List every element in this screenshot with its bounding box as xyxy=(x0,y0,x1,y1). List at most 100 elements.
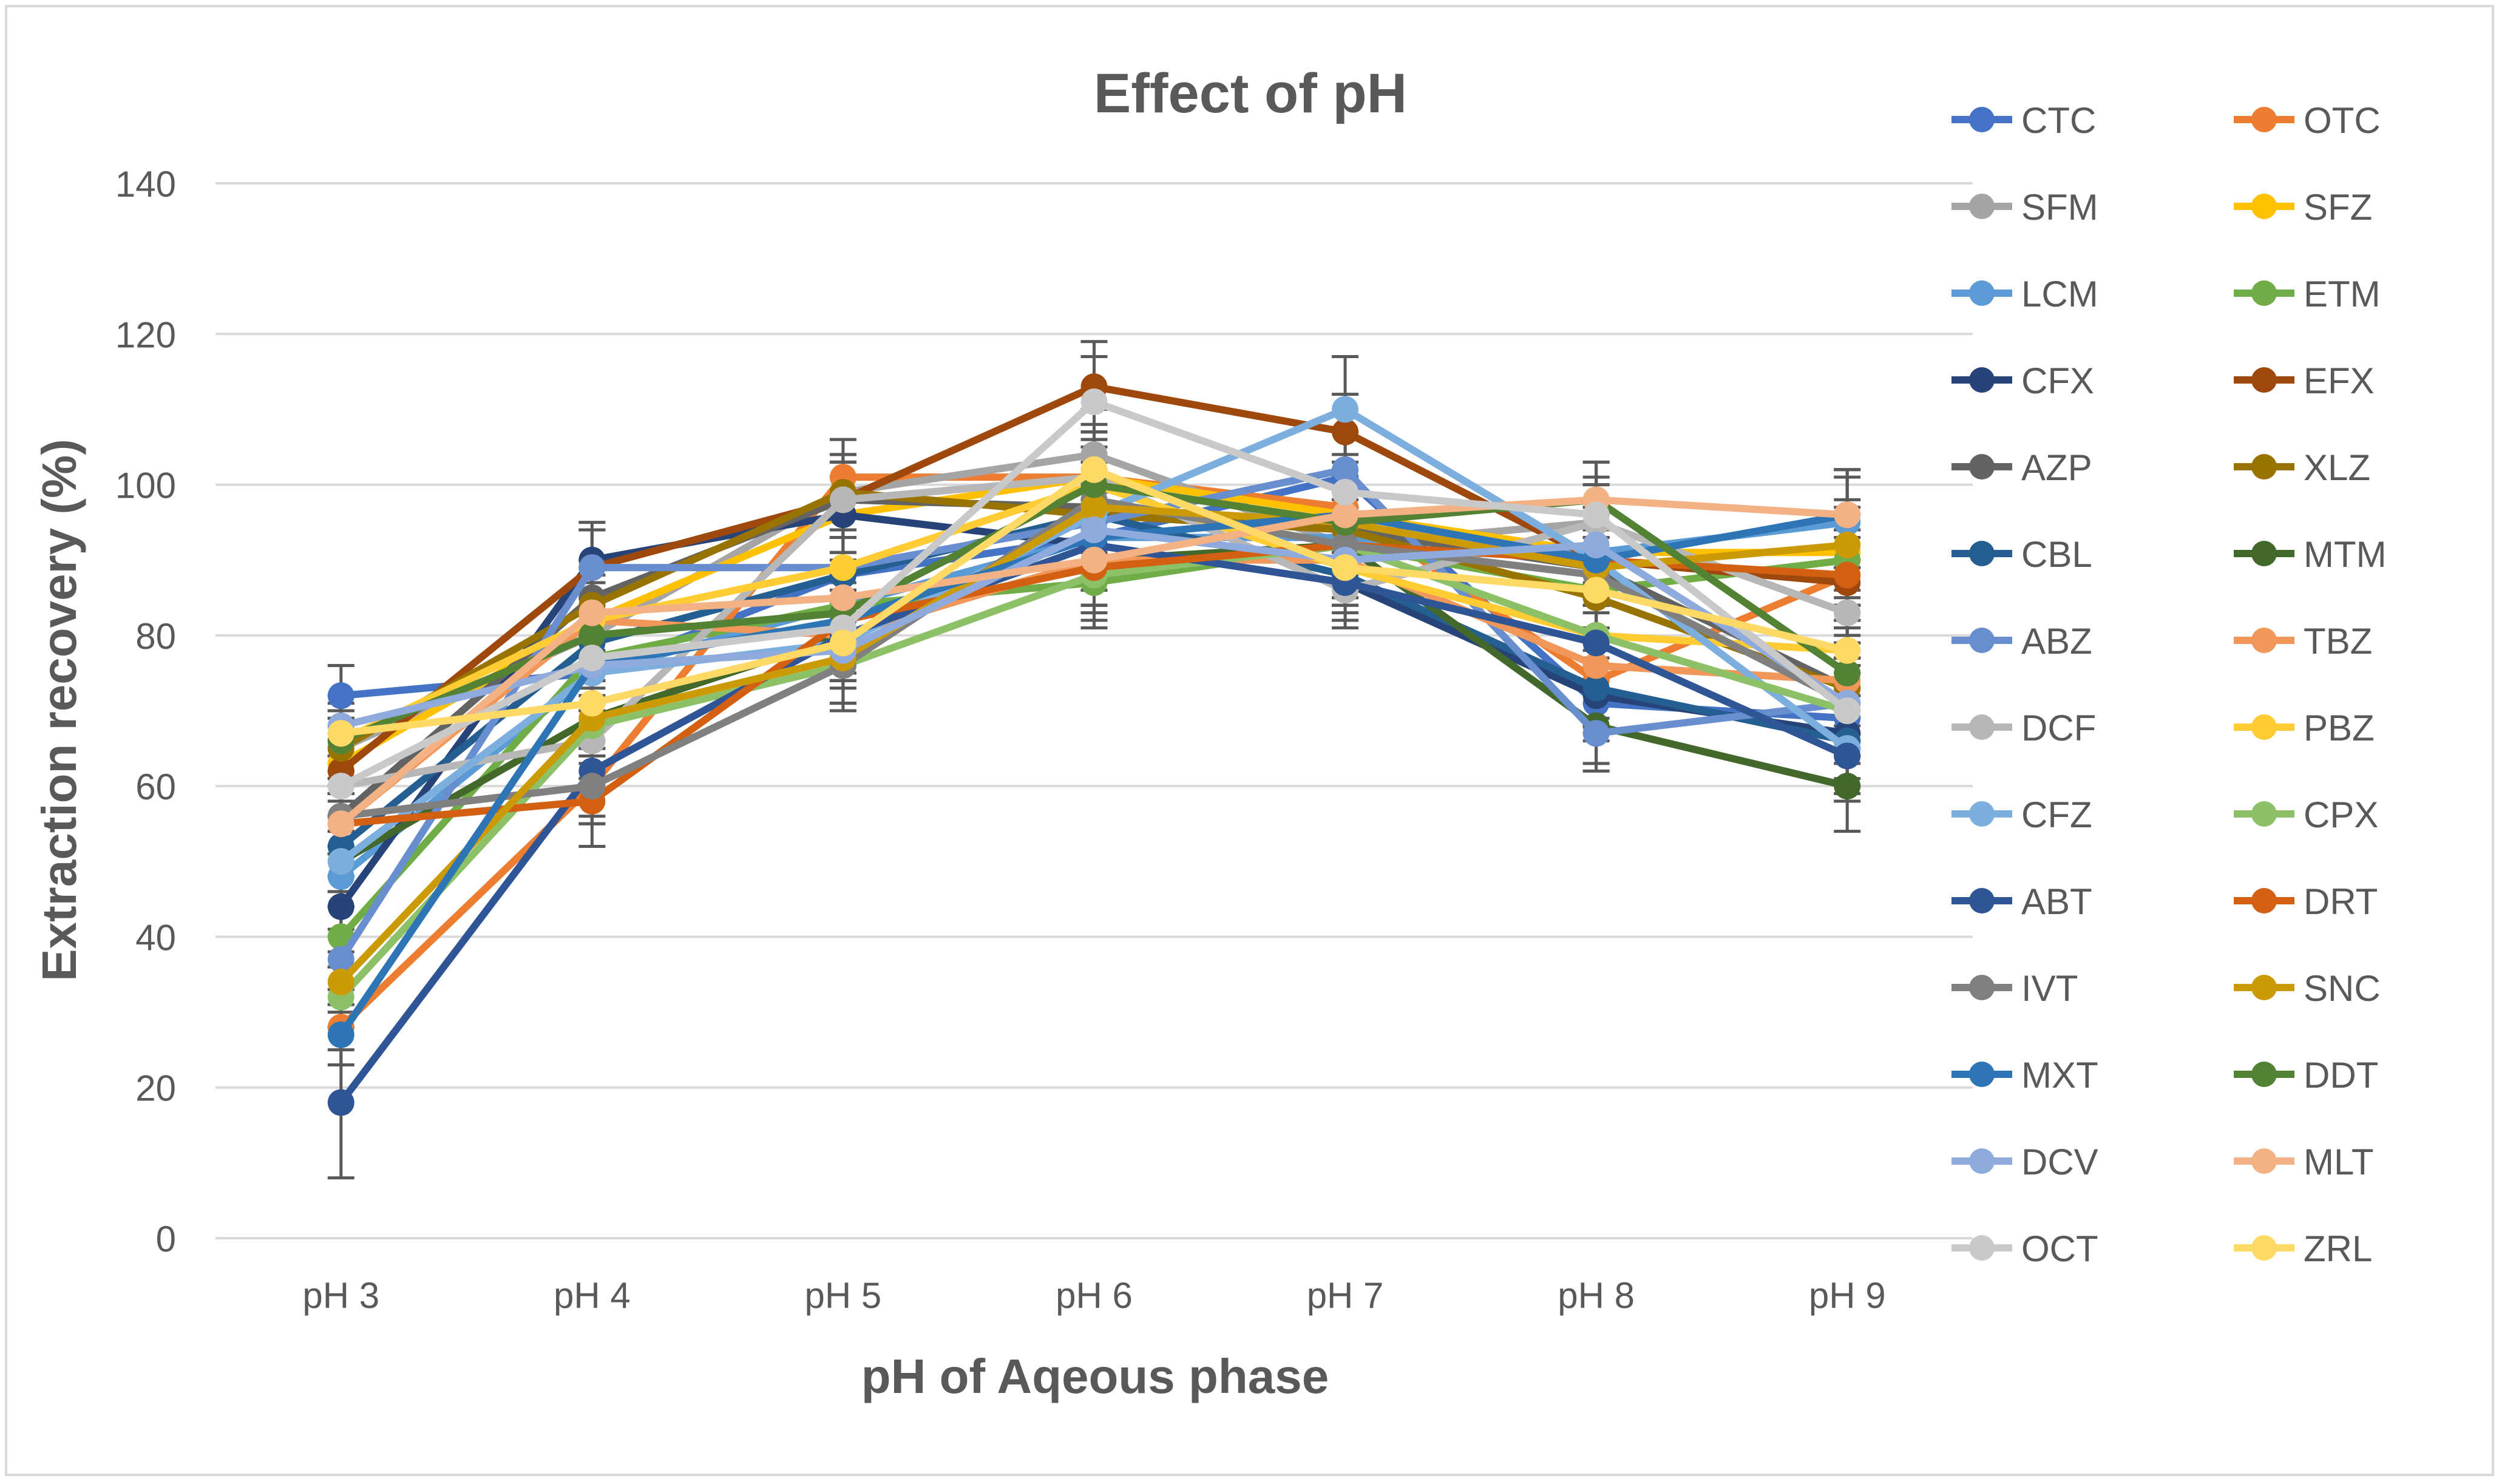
legend-marker xyxy=(1969,1235,1995,1261)
data-point xyxy=(1582,629,1610,657)
y-tick-label: 100 xyxy=(115,466,176,506)
data-point xyxy=(327,946,354,973)
legend-entry: ETM xyxy=(2234,274,2381,314)
y-tick-label: 140 xyxy=(115,164,176,205)
legend-marker xyxy=(1969,454,1995,479)
legend-marker xyxy=(1969,714,1995,740)
x-tick-label: pH 4 xyxy=(554,1275,631,1316)
legend-label: LCM xyxy=(2021,274,2098,314)
data-point xyxy=(578,689,606,717)
y-tick-label: 20 xyxy=(135,1068,176,1109)
legend-entry: ZRL xyxy=(2234,1228,2372,1269)
legend-entry: DDT xyxy=(2234,1055,2378,1096)
legend-label: ABT xyxy=(2021,881,2092,922)
legend-marker xyxy=(1969,628,1995,653)
legend-marker xyxy=(2251,1235,2277,1261)
x-tick-label: pH 5 xyxy=(805,1275,882,1316)
x-tick-label: pH 9 xyxy=(1809,1275,1886,1316)
data-point xyxy=(578,599,606,626)
legend-entry: MXT xyxy=(1951,1055,2098,1096)
data-point xyxy=(1834,501,1861,529)
data-point xyxy=(829,554,856,581)
data-point xyxy=(1834,637,1861,664)
data-point xyxy=(1834,773,1861,800)
data-point xyxy=(1834,742,1861,770)
data-point xyxy=(1332,418,1359,446)
x-axis-label: pH of Aqeous phase xyxy=(861,1349,1329,1403)
chart-border xyxy=(5,5,2494,1476)
y-tick-label: 60 xyxy=(135,767,176,807)
chart-title: Effect of pH xyxy=(1094,63,1407,124)
data-point xyxy=(578,645,606,672)
legend-entry: OCT xyxy=(1951,1228,2098,1269)
legend-entry: XLZ xyxy=(2234,447,2370,488)
data-point xyxy=(578,622,606,649)
legend-marker xyxy=(1969,541,1995,566)
data-point xyxy=(1834,659,1861,686)
legend-marker xyxy=(1969,801,1995,827)
legend-label: DRT xyxy=(2304,881,2378,922)
legend-label: CPX xyxy=(2304,795,2378,835)
series-mlt xyxy=(327,486,1861,838)
legend-marker xyxy=(1969,194,1995,219)
x-tick-label: pH 3 xyxy=(302,1275,379,1316)
legend-entry: PBZ xyxy=(2234,708,2375,748)
legend-marker xyxy=(1969,888,1995,913)
legend-marker xyxy=(1969,975,1995,1000)
data-point xyxy=(1080,456,1108,483)
legend-entry: DCV xyxy=(1951,1142,2098,1182)
legend: CTC OTC SFM SFZ LCM ETM CFX EFX AZP XLZ CBL MTM ABZ T… xyxy=(1951,100,2387,1269)
legend-entry: EFX xyxy=(2234,361,2375,401)
legend-marker xyxy=(1969,1148,1995,1174)
legend-marker xyxy=(2251,888,2277,913)
data-point xyxy=(1332,554,1359,581)
legend-label: SNC xyxy=(2304,968,2381,1009)
data-point xyxy=(327,893,354,920)
y-tick-label: 40 xyxy=(135,917,176,958)
legend-marker xyxy=(2251,367,2277,393)
legend-marker xyxy=(2251,628,2277,653)
data-point xyxy=(1332,456,1359,483)
legend-marker xyxy=(1969,107,1995,132)
data-point xyxy=(327,773,354,800)
data-point xyxy=(1834,697,1861,724)
data-point xyxy=(327,848,354,875)
legend-marker xyxy=(2251,801,2277,827)
legend-label: MLT xyxy=(2304,1142,2374,1182)
data-point xyxy=(1080,546,1108,574)
x-tick-label: pH 8 xyxy=(1558,1275,1635,1316)
legend-label: CFZ xyxy=(2021,795,2092,835)
legend-label: DDT xyxy=(2304,1055,2378,1096)
legend-entry: TBZ xyxy=(2234,621,2372,662)
legend-entry: SNC xyxy=(2234,968,2381,1009)
legend-label: ETM xyxy=(2304,274,2381,314)
legend-entry: CFZ xyxy=(1951,795,2092,835)
data-point xyxy=(1582,652,1610,679)
legend-label: SFZ xyxy=(2304,187,2372,228)
legend-entry: DCF xyxy=(1951,708,2096,748)
legend-entry: IVT xyxy=(1951,968,2078,1009)
legend-label: CBL xyxy=(2021,534,2092,575)
y-tick-label: 0 xyxy=(156,1219,176,1259)
legend-entry: ABT xyxy=(1951,881,2092,922)
legend-entry: OTC xyxy=(2234,100,2381,141)
legend-marker xyxy=(1969,1062,1995,1087)
legend-label: DCF xyxy=(2021,708,2096,748)
data-point xyxy=(1582,720,1610,747)
data-point xyxy=(578,554,606,581)
y-tick-label: 120 xyxy=(115,314,176,355)
legend-marker xyxy=(2251,194,2277,219)
y-axis-tick-labels: 0 20 40 60 80 100 120 140 xyxy=(115,164,176,1259)
legend-entry: DRT xyxy=(2234,881,2378,922)
x-axis-tick-labels: pH 3 pH 4 pH 5 pH 6 pH 7 pH 8 pH 9 xyxy=(302,1275,1885,1316)
legend-entry: MTM xyxy=(2234,534,2387,575)
data-point xyxy=(327,720,354,747)
data-point xyxy=(1582,531,1610,558)
legend-marker xyxy=(1969,280,1995,306)
data-point xyxy=(1332,501,1359,529)
data-point xyxy=(578,773,606,800)
legend-label: SFM xyxy=(2021,187,2098,228)
x-tick-label: pH 7 xyxy=(1307,1275,1384,1316)
